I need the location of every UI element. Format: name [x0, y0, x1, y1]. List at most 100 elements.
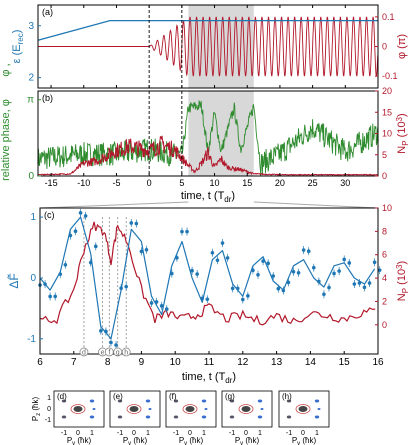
inset-x-axis-label: Py (ħk) — [67, 436, 92, 445]
b-x-axis-label: time, t (Tdr) — [181, 190, 235, 204]
marker-label-h: h — [124, 349, 128, 356]
a-left-tick-label-2: 2 — [28, 73, 34, 84]
c-x-tick-label-12: 12 — [237, 357, 249, 368]
inset-side-peak — [201, 399, 207, 403]
marker-circle-g — [113, 347, 123, 357]
inset-ring — [70, 404, 86, 414]
c-right-tick-label-6: 6 — [382, 250, 387, 260]
inset-ring — [238, 404, 254, 414]
inset-x-tick-label: 0 — [132, 430, 136, 437]
inset-side-peak — [314, 399, 320, 403]
a-left-axis-phi-prefix: φ , — [0, 63, 12, 76]
inset-e: (e) -1 0 1 — [109, 390, 161, 437]
b-x-tick-label-20: 20 — [275, 178, 285, 188]
inset-side-peak — [148, 408, 152, 410]
inset-ring — [295, 404, 311, 414]
b-left-tick-label-1: π — [27, 95, 34, 106]
inset-central-peak — [129, 406, 139, 412]
inset-side-peak — [204, 408, 208, 410]
inset-x-tick-label: 0 — [244, 430, 248, 437]
c-x-tick-label-16: 16 — [372, 357, 384, 368]
marker-label-e: e — [101, 349, 105, 356]
inset-side-peak — [173, 415, 179, 419]
panel-a: 2 3 0.1 0 -0.1 (a) ε (Erec) φ (π) φ , — [0, 4, 408, 89]
inset-side-peak — [92, 408, 96, 410]
c-x-tick-label-9: 9 — [139, 357, 145, 368]
a-right-tick-label-2: -0.1 — [382, 71, 398, 81]
c-right-tick-label-10: 10 — [382, 203, 392, 213]
b-right-tick-label-10: 10 — [382, 129, 392, 139]
inset-x-axis-label: Py (ħk) — [123, 436, 148, 445]
inset-side-peak — [314, 415, 320, 419]
inset-side-peak — [257, 415, 263, 419]
inset-label: (d) — [57, 392, 67, 401]
inset-side-peak — [89, 415, 95, 419]
inset-x-tick-label: 0 — [76, 430, 80, 437]
inset-y-tick-label: 1 — [47, 395, 51, 402]
inset-x-tick-label: 1 — [202, 430, 206, 437]
c-left-axis-label: ΔF̃ — [6, 273, 21, 288]
inset-side-peak — [260, 408, 264, 410]
inset-x-axis-label: Py (ħk) — [235, 436, 260, 445]
inset-side-peak — [229, 399, 235, 403]
b-right-axis-label: NP (103) — [395, 113, 410, 153]
c-left-tick-label--1: -1 — [27, 334, 36, 345]
b-x-tick-label-10: 10 — [210, 178, 220, 188]
inset-side-peak — [229, 415, 235, 419]
inset-g: (g) -1 0 1 — [221, 390, 273, 437]
inset-x-tick-label: 0 — [301, 430, 305, 437]
b-x-tick-label-30: 30 — [340, 178, 350, 188]
inset-x-tick-label: 1 — [146, 430, 150, 437]
inset-side-peak — [61, 399, 67, 403]
inset-central-peak — [73, 406, 83, 412]
shaded-region — [188, 91, 254, 176]
inset-central-peak — [298, 406, 308, 412]
marker-circle-f — [104, 347, 114, 357]
inset-x-tick-label: 1 — [90, 430, 94, 437]
b-left-axis-label: relative phase, φ — [0, 99, 12, 181]
inset-x-tick-label: 1 — [258, 430, 262, 437]
insets: (d)-1 0 1(e)-1 0 1(f)-1 0 1(g)-1 0 1(h)-1 0 110-1P… — [31, 390, 330, 445]
a-right-axis-label: φ (π) — [396, 34, 408, 59]
c-np-line — [39, 221, 376, 326]
b-right-tick-label-0: 0 — [382, 171, 387, 181]
inset-side-peak — [61, 415, 67, 419]
inset-side-peak — [145, 415, 151, 419]
marker-label-g: g — [116, 349, 120, 356]
inset-x-axis-label: Py (ħk) — [179, 436, 204, 445]
phi-series-line — [38, 16, 379, 77]
panel-c-label: (c) — [44, 210, 55, 220]
b-x-tick-label-25: 25 — [308, 178, 318, 188]
marker-circle-h — [121, 347, 131, 357]
inset-side-peak — [257, 399, 263, 403]
c-x-tick-label-10: 10 — [170, 357, 182, 368]
inset-side-peak — [173, 399, 179, 403]
inset-side-peak — [89, 399, 95, 403]
c-right-tick-label-2: 2 — [382, 296, 387, 306]
marker-label-d: d — [82, 349, 86, 356]
zoom-line-left — [39, 201, 189, 209]
inset-x-tick-label: 0 — [188, 430, 192, 437]
inset-x-tick-label: -1 — [61, 430, 67, 437]
inset-x-tick-label: -1 — [117, 430, 123, 437]
inset-x-tick-label: 1 — [315, 430, 319, 437]
panel-a-label: (a) — [42, 7, 53, 17]
panel-b: -15 -10 -5 0 5 10 15 20 25 30 0 π 0 5 10 15 20 (b) relativ… — [0, 86, 410, 209]
inset-f: (f) -1 0 1 — [165, 390, 217, 437]
c-x-tick-label-11: 11 — [204, 357, 215, 368]
inset-side-peak — [317, 408, 321, 410]
b-right-tick-label-5: 5 — [382, 150, 387, 160]
c-x-axis-label: time, t (Tdr) — [182, 371, 236, 385]
inset-x-tick-label: -1 — [286, 430, 292, 437]
marker-circle-d — [79, 347, 89, 357]
marker-label-f: f — [108, 349, 110, 356]
inset-ring — [182, 404, 198, 414]
inset-central-peak — [185, 406, 195, 412]
inset-side-peak — [286, 415, 292, 419]
b-x-tick-label-15: 15 — [242, 178, 252, 188]
inset-label: (h) — [282, 392, 292, 401]
a-right-tick-label-1: 0 — [382, 42, 387, 52]
epsilon-series-line — [37, 19, 378, 41]
a-right-tick-label-0: 0.1 — [382, 12, 395, 22]
